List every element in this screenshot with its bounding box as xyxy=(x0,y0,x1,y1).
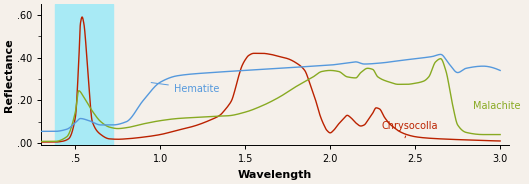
Bar xyxy=(55,4,113,145)
Y-axis label: Reflectance: Reflectance xyxy=(4,38,14,112)
Text: Hematite: Hematite xyxy=(151,83,219,94)
X-axis label: Wavelength: Wavelength xyxy=(238,170,312,180)
Text: Malachite: Malachite xyxy=(473,101,521,111)
Text: Chrysocolla: Chrysocolla xyxy=(381,121,437,138)
